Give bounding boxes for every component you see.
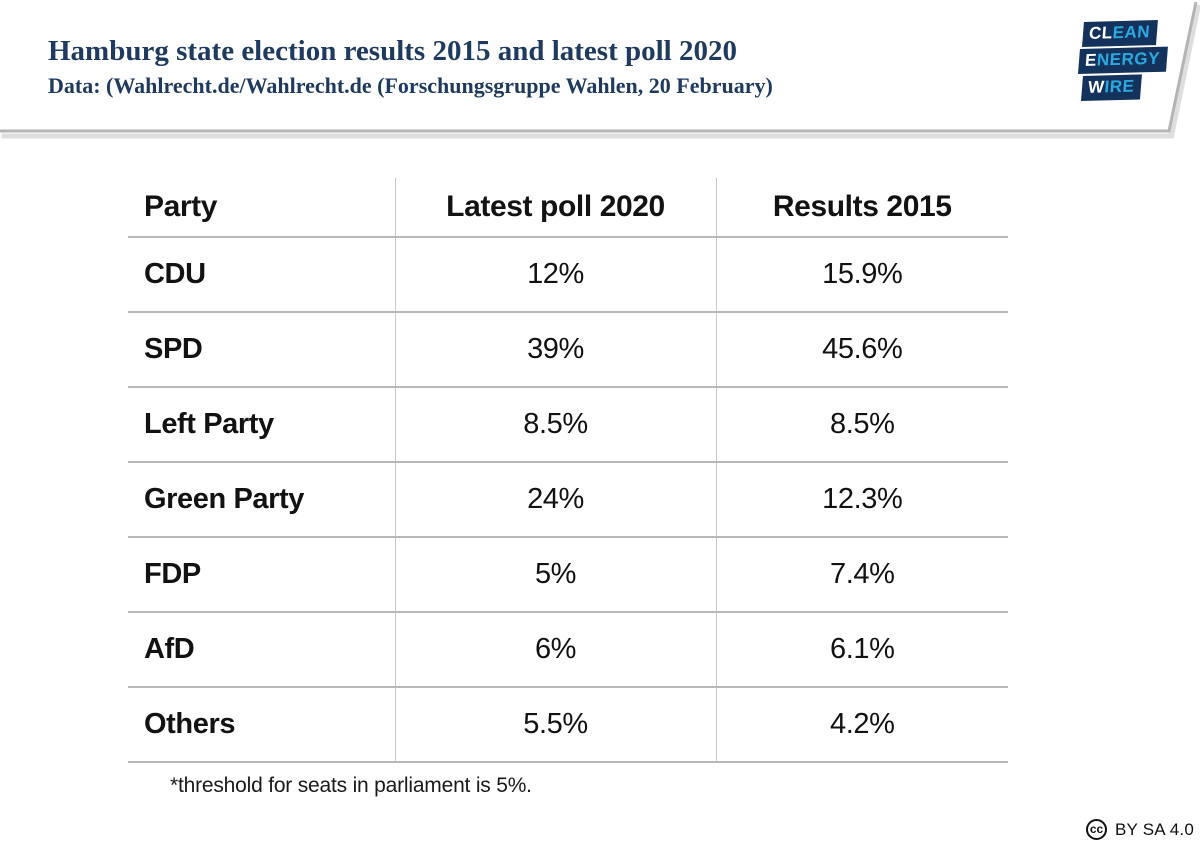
- poll-2020-cell: 12%: [394, 237, 716, 313]
- results-2015-cell: 15.9%: [715, 237, 1008, 313]
- results-2015-cell: 8.5%: [715, 387, 1008, 463]
- clean-energy-wire-logo: CLEAN ENERGY WIRE: [1072, 20, 1182, 103]
- table-row: Left Party 8.5% 8.5%: [128, 387, 1008, 463]
- license-badge: cc BY SA 4.0: [1086, 819, 1194, 840]
- table-row: AfD 6% 6.1%: [128, 612, 1008, 688]
- logo-line-energy: ENERGY: [1078, 46, 1168, 74]
- column-header-poll-2020: Latest poll 2020: [394, 178, 716, 238]
- license-label: BY SA 4.0: [1115, 819, 1194, 839]
- election-results-table: Party Latest poll 2020 Results 2015 CDU …: [128, 178, 1008, 763]
- table-row: Others 5.5% 4.2%: [128, 687, 1008, 763]
- results-2015-cell: 45.6%: [715, 312, 1008, 388]
- poll-2020-cell: 24%: [394, 462, 716, 538]
- poll-2020-cell: 39%: [394, 312, 716, 388]
- results-2015-cell: 4.2%: [715, 687, 1008, 763]
- table-header-row: Party Latest poll 2020 Results 2015: [128, 178, 1008, 238]
- logo-line-wire: WIRE: [1081, 74, 1143, 101]
- results-2015-cell: 6.1%: [715, 612, 1008, 688]
- poll-2020-cell: 5.5%: [394, 687, 716, 763]
- poll-2020-cell: 5%: [394, 537, 716, 613]
- logo-line-clean: CLEAN: [1082, 20, 1159, 47]
- logo-text-blue: NERGY: [1096, 48, 1161, 70]
- logo-text-blue: IRE: [1103, 76, 1136, 97]
- party-cell: CDU: [128, 237, 395, 313]
- party-cell: AfD: [128, 612, 395, 688]
- table-row: SPD 39% 45.6%: [128, 312, 1008, 388]
- table-row: Green Party 24% 12.3%: [128, 462, 1008, 538]
- logo-text-white: CL: [1088, 23, 1114, 43]
- party-cell: FDP: [128, 537, 395, 613]
- data-source-subtitle: Data: (Wahlrecht.de/Wahlrecht.de (Forsch…: [48, 73, 773, 98]
- creative-commons-icon: cc: [1086, 819, 1107, 840]
- party-cell: Left Party: [128, 387, 395, 463]
- logo-text-blue: EAN: [1111, 22, 1151, 43]
- threshold-footnote: *threshold for seats in parliament is 5%…: [170, 774, 532, 797]
- page-title: Hamburg state election results 2015 and …: [48, 35, 737, 67]
- party-cell: Green Party: [128, 462, 395, 538]
- logo-text-white: W: [1087, 77, 1106, 97]
- results-2015-cell: 7.4%: [715, 537, 1008, 613]
- column-header-results-2015: Results 2015: [715, 178, 1008, 238]
- table-row: CDU 12% 15.9%: [128, 237, 1008, 313]
- party-cell: Others: [128, 687, 395, 763]
- poll-2020-cell: 8.5%: [394, 387, 716, 463]
- poll-2020-cell: 6%: [394, 612, 716, 688]
- results-2015-cell: 12.3%: [715, 462, 1008, 538]
- column-header-party: Party: [128, 178, 395, 238]
- table-row: FDP 5% 7.4%: [128, 537, 1008, 613]
- party-cell: SPD: [128, 312, 395, 388]
